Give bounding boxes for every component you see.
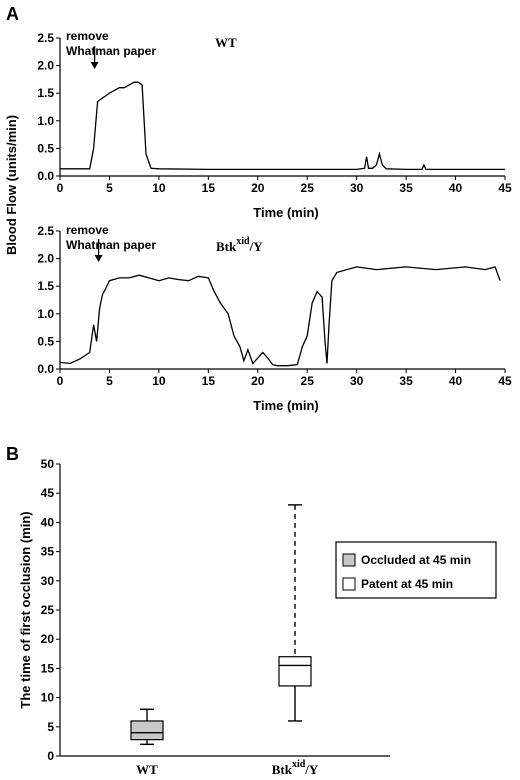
btk-y-tick-label: 0.5 [37, 334, 54, 348]
box-y-axis-label: The time of first occlusion (min) [18, 511, 33, 708]
wt-x-tick-label: 25 [301, 181, 315, 195]
wt-y-tick-label: 2.0 [37, 59, 54, 73]
wt-annotation-line2: Whatman paper [66, 44, 156, 58]
btk-x-axis-label: Time (min) [253, 398, 319, 413]
wt-y-tick-label: 2.5 [37, 31, 54, 45]
wt-y-tick-label: 1.0 [37, 114, 54, 128]
wt-annotation-arrow [90, 46, 99, 69]
wt-x-tick-label: 0 [57, 181, 64, 195]
box-y-ticks: 0 5 10 15 20 25 30 35 40 45 50 [41, 457, 60, 763]
btk-arrow-head [94, 255, 103, 262]
btk-x-tick-label: 40 [449, 374, 463, 388]
panel-label-a: A [6, 4, 19, 24]
wt-x-tick-label: 35 [399, 181, 413, 195]
btk-x-tick-label: 10 [152, 374, 166, 388]
legend-swatch [342, 577, 356, 591]
wt-y-tick-label: 1.5 [37, 86, 54, 100]
wt-x-tick-label: 5 [106, 181, 113, 195]
box-axes [59, 464, 390, 757]
panel-a-y-axis-label: Blood Flow (units/min) [4, 115, 19, 255]
legend-label: Occluded at 45 min [361, 553, 471, 567]
chart-first-occlusion-boxplot: 0 5 10 15 20 25 30 35 40 45 50 WT Btkxid/Y The time… [18, 457, 497, 777]
btk-x-tick-label: 25 [301, 374, 315, 388]
btk-y-tick-label: 1.5 [37, 279, 54, 293]
btk-axes [59, 231, 505, 370]
box-y-tick-label: 35 [41, 545, 55, 559]
wt-x-tick-label: 45 [498, 181, 512, 195]
box-y-tick-label: 5 [47, 720, 54, 734]
wt-arrow-head [90, 62, 99, 69]
btk-y-tick-label: 2.0 [37, 252, 54, 266]
btk-y-ticks: 0.0 0.5 1.0 1.5 2.0 2.5 [37, 224, 60, 376]
wt-y-ticks: 0.0 0.5 1.0 1.5 2.0 2.5 [37, 31, 60, 183]
chart-btk-trace: 0 5 10 15 20 25 30 35 40 45 0.0 0.5 1.0 1.5 2.0 2.5 Ti… [37, 223, 512, 413]
wt-x-tick-label: 40 [449, 181, 463, 195]
wt-x-tick-label: 10 [152, 181, 166, 195]
btk-y-tick-label: 2.5 [37, 224, 54, 238]
btk-annotation-arrow [94, 239, 103, 262]
btk-x-tick-label: 45 [498, 374, 512, 388]
wt-condition-label: WT [215, 35, 237, 50]
btk-x-tick-label: 30 [350, 374, 364, 388]
box-y-tick-label: 50 [41, 457, 55, 471]
box-y-tick-label: 0 [47, 749, 54, 763]
wt-x-axis-label: Time (min) [253, 205, 319, 220]
wt-x-ticks: 0 5 10 15 20 25 30 35 40 45 [57, 176, 512, 195]
panel-label-b: B [6, 444, 19, 464]
box-iqr [278, 656, 312, 687]
btk-annotation-line2: Whatman paper [66, 238, 156, 252]
box-x-category-label: WT [136, 762, 158, 777]
box-y-tick-label: 10 [41, 691, 55, 705]
box-y-tick-label: 20 [41, 632, 55, 646]
btk-x-ticks: 0 5 10 15 20 25 30 35 40 45 [57, 369, 512, 388]
box-x-category-label: Btkxid/Y [272, 759, 319, 777]
wt-axes [59, 38, 505, 177]
btk-x-tick-label: 5 [106, 374, 113, 388]
wt-x-tick-label: 30 [350, 181, 364, 195]
wt-blood-flow-line [60, 81, 505, 171]
box-y-tick-label: 30 [41, 574, 55, 588]
wt-annotation-line1: remove [66, 29, 109, 43]
btk-x-tick-label: 35 [399, 374, 413, 388]
box-iqr [130, 720, 164, 741]
legend-frame [335, 541, 497, 599]
box-y-tick-label: 15 [41, 661, 55, 675]
wt-x-tick-label: 20 [251, 181, 265, 195]
wt-y-tick-label: 0.0 [37, 169, 54, 183]
box-y-tick-label: 25 [41, 603, 55, 617]
legend-label: Patent at 45 min [361, 577, 453, 591]
box-series [130, 504, 312, 746]
legend-swatch [342, 553, 356, 567]
chart-wt-trace: 0 5 10 15 20 25 30 35 40 45 0.0 0.5 1.0 1.5 2.0 2.5 Ti… [37, 29, 512, 220]
btk-x-tick-label: 20 [251, 374, 265, 388]
btk-y-tick-label: 1.0 [37, 307, 54, 321]
box-x-categories: WT Btkxid/Y [136, 759, 319, 777]
box-legend: Occluded at 45 min Patent at 45 min [335, 541, 497, 599]
btk-y-tick-label: 0.0 [37, 362, 54, 376]
btk-condition-label: Btkxid/Y [216, 236, 263, 254]
btk-blood-flow-line [59, 266, 501, 367]
btk-annotation-line1: remove [66, 223, 109, 237]
box-y-tick-label: 45 [41, 486, 55, 500]
btk-x-tick-label: 15 [202, 374, 216, 388]
wt-x-tick-label: 15 [202, 181, 216, 195]
box-y-tick-label: 40 [41, 515, 55, 529]
wt-y-tick-label: 0.5 [37, 141, 54, 155]
btk-x-tick-label: 0 [57, 374, 64, 388]
